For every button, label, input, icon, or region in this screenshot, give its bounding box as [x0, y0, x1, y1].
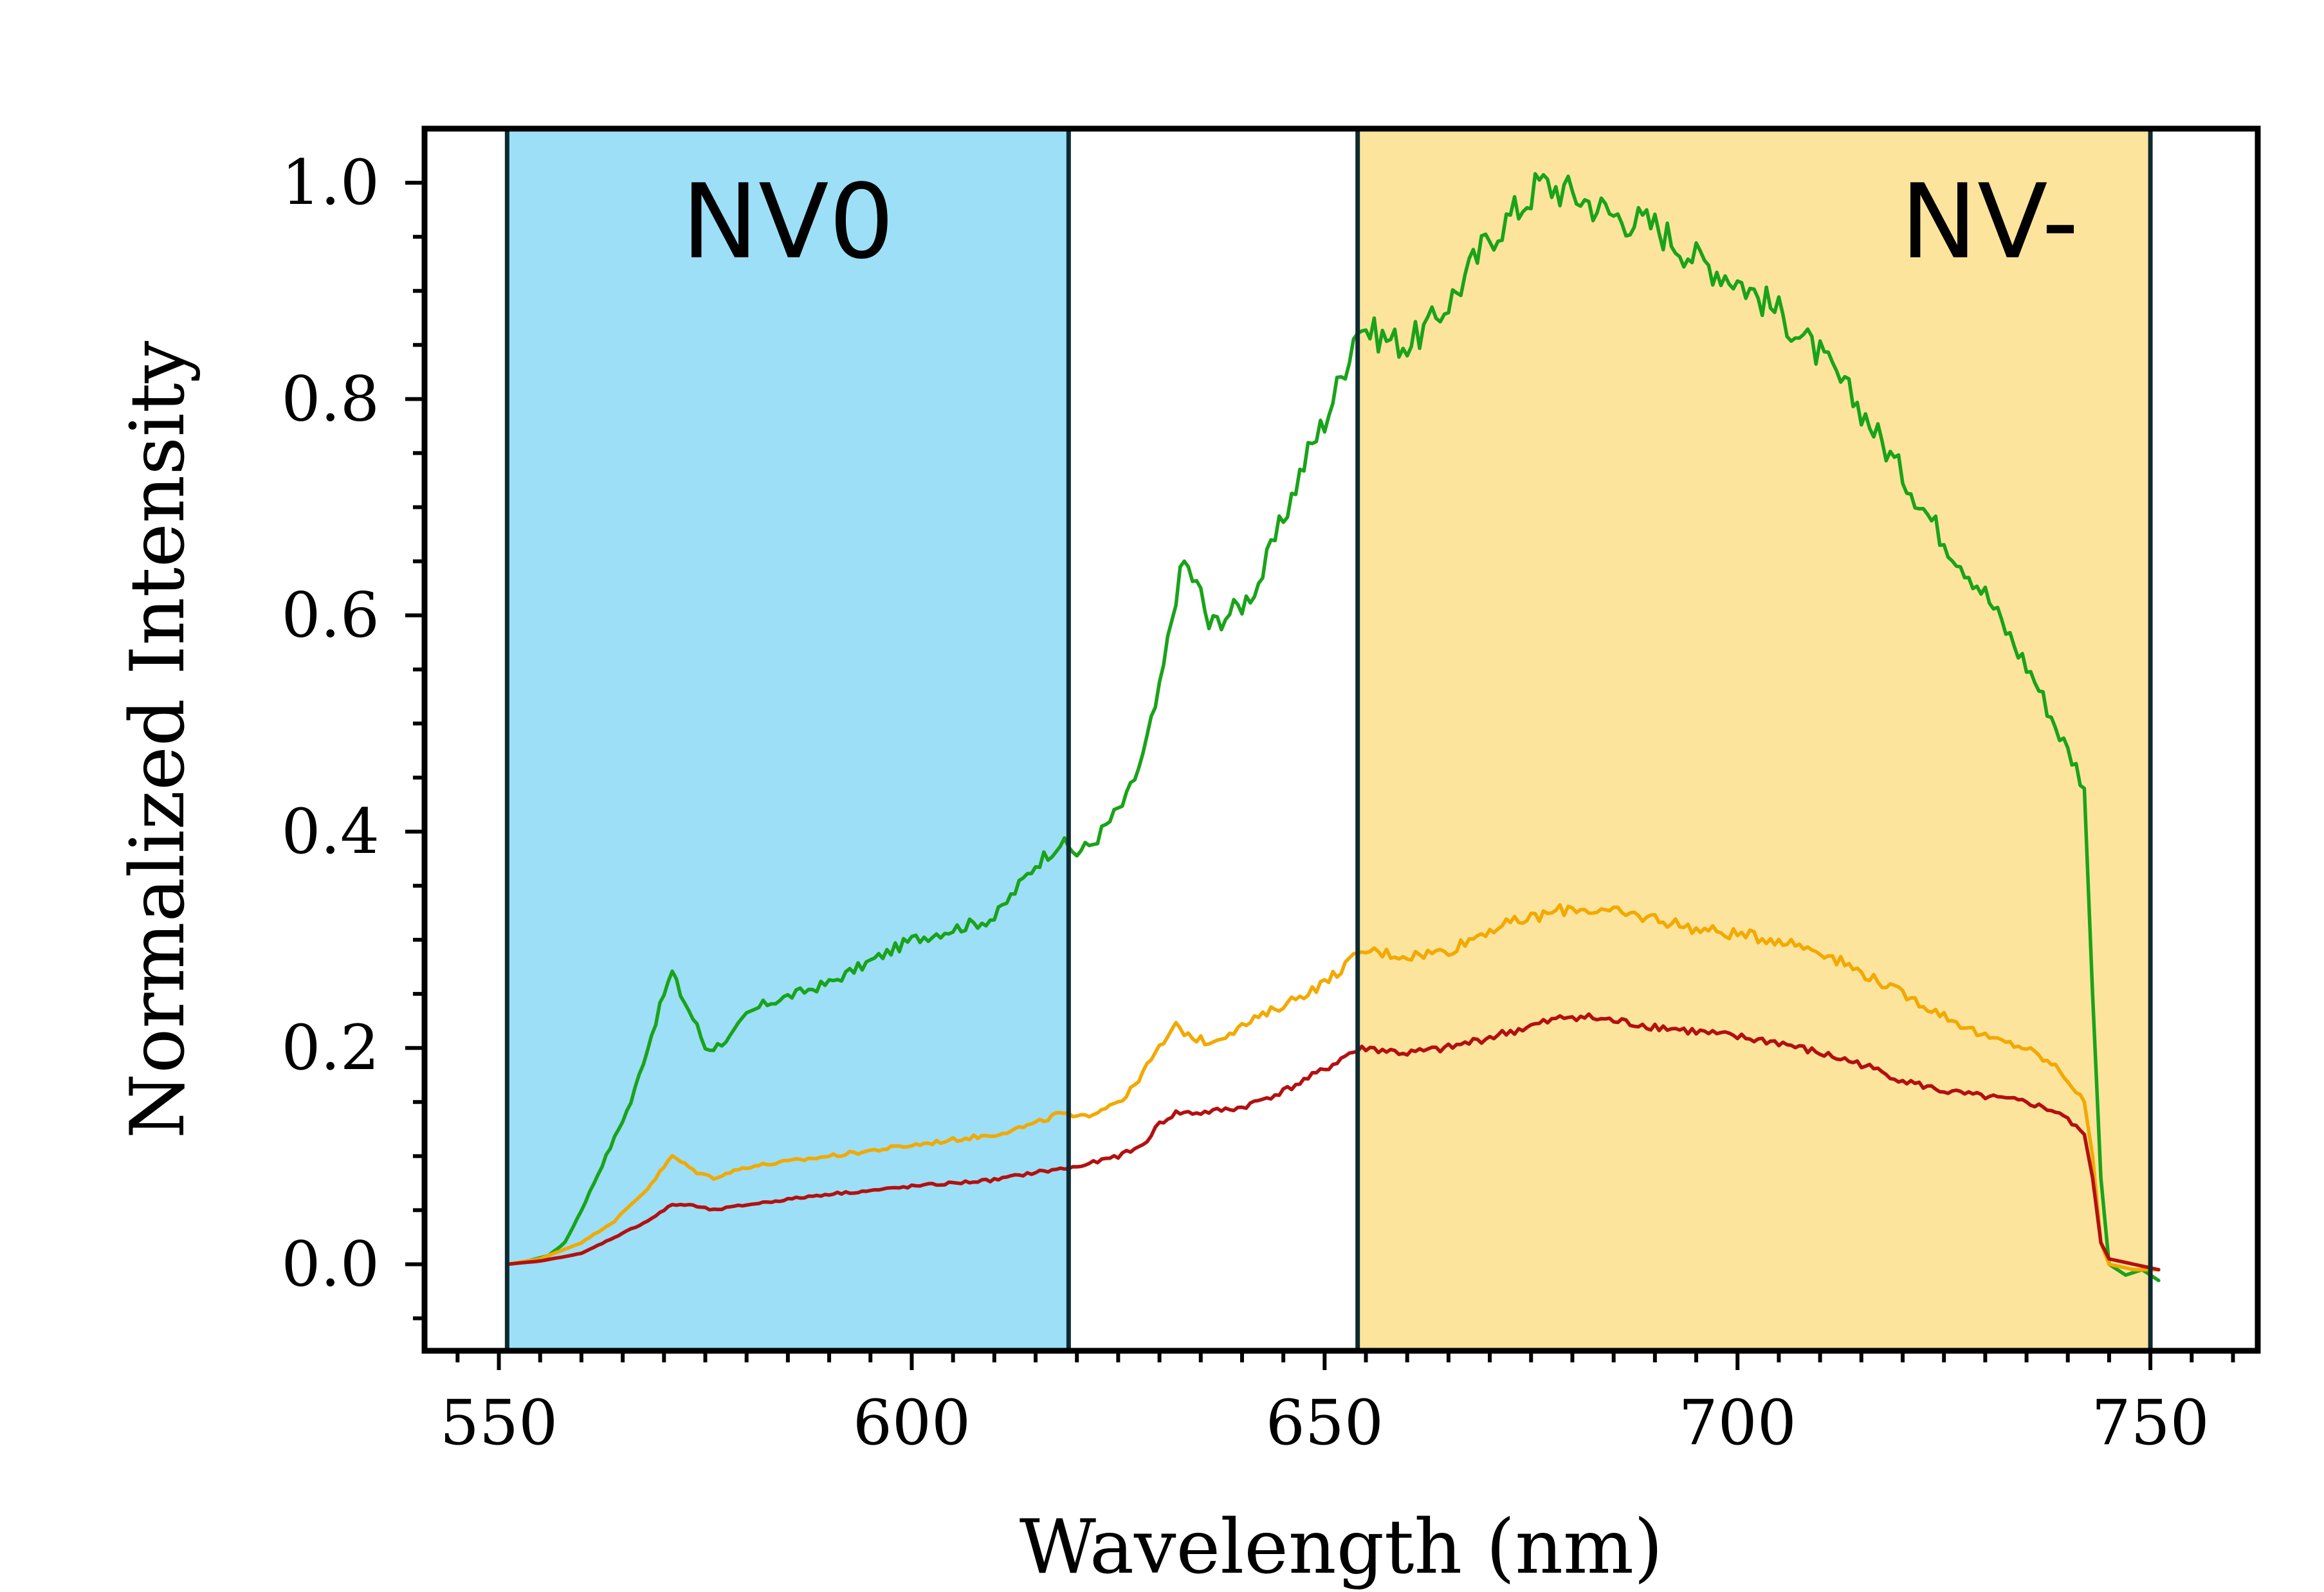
tick-label-layer: 550 600 650 700 750 0.0 0.2 0.4 0.6 0.8 1.0 — [281, 147, 2209, 1459]
x-axis-title: Wavelength (nm) — [1020, 1504, 1663, 1591]
x-tick-label: 600 — [853, 1387, 971, 1459]
series-layer — [505, 172, 2161, 1283]
y-axis-title: Normalized Intensity — [114, 340, 201, 1139]
band-label-nv0: NV0 — [681, 161, 894, 282]
y-tick-label: 0.2 — [281, 1012, 380, 1084]
series-line-orange — [505, 902, 2161, 1272]
y-tick-label: 1.0 — [281, 147, 380, 219]
series-line-red — [505, 1012, 2161, 1272]
band-label-layer: NV0 NV- — [681, 161, 2078, 282]
plot-frame — [421, 125, 2261, 1354]
y-tick-label: 0.6 — [281, 580, 380, 652]
series-line-green — [505, 172, 2161, 1283]
tick-layer — [405, 181, 2235, 1370]
band-nv — [1357, 129, 2151, 1351]
y-tick-label: 0.4 — [281, 796, 380, 868]
band-layer — [507, 129, 2151, 1351]
band-edge-layer — [504, 129, 2153, 1351]
x-tick-label: 650 — [1266, 1387, 1384, 1459]
band-nv0 — [507, 129, 1069, 1351]
x-tick-label: 750 — [2091, 1387, 2209, 1459]
x-tick-label: 550 — [440, 1387, 558, 1459]
x-tick-label: 700 — [1679, 1387, 1797, 1459]
y-tick-label: 0.8 — [281, 363, 380, 435]
band-label-nv: NV- — [1900, 161, 2079, 282]
y-tick-label: 0.0 — [281, 1228, 380, 1300]
